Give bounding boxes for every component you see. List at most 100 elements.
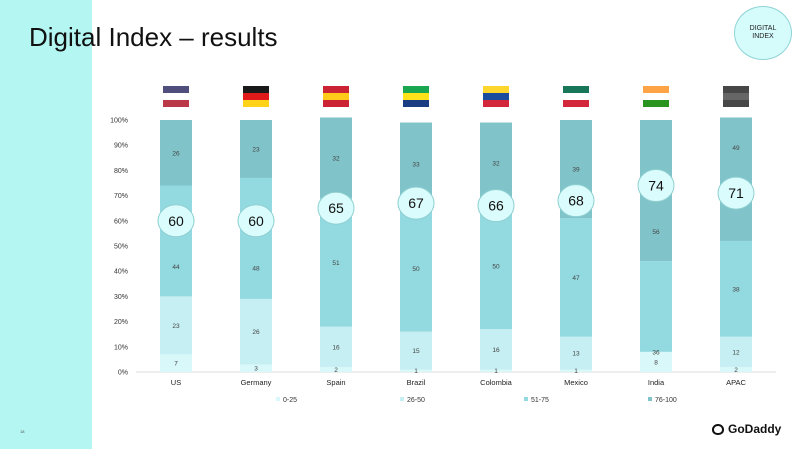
legend-swatch	[276, 397, 280, 401]
index-score-label: 67	[408, 195, 424, 211]
data-label: 50	[492, 264, 500, 271]
flag-map-icon-brazil	[403, 100, 429, 107]
x-category-label: US	[171, 378, 181, 387]
data-label: 32	[492, 160, 500, 167]
flag-map-icon-us	[163, 86, 189, 93]
index-score-label: 71	[728, 185, 744, 201]
flag-map-icon-mexico	[563, 86, 589, 93]
bar-segment-76-100	[320, 117, 352, 199]
data-label: 33	[412, 162, 420, 169]
flag-map-icon-mexico	[563, 93, 589, 100]
godaddy-logo: GoDaddy	[712, 422, 781, 436]
index-score-bubble	[637, 169, 675, 203]
legend-swatch	[648, 397, 652, 401]
data-label: 50	[412, 266, 420, 273]
x-category-label: Germany	[241, 378, 272, 387]
bar-segment-0-25	[160, 354, 192, 372]
data-label: 7	[174, 361, 178, 368]
legend-label: 76-100	[655, 397, 677, 404]
index-score-bubble	[557, 184, 595, 218]
index-score-label: 65	[328, 200, 344, 216]
bar-segment-26-50	[160, 296, 192, 355]
data-label: 26	[172, 150, 180, 157]
y-tick-label: 20%	[114, 319, 128, 326]
legend-label: 51-75	[531, 397, 549, 404]
y-tick-label: 10%	[114, 344, 128, 351]
y-tick-label: 90%	[114, 143, 128, 150]
bar-segment-26-50	[320, 326, 352, 367]
data-label: 2	[334, 367, 338, 374]
index-score-bubble	[397, 186, 435, 220]
data-label: 1	[414, 368, 418, 375]
index-score-label: 60	[248, 213, 264, 229]
data-label: 49	[732, 145, 740, 152]
badge-label: DIGITAL INDEX	[749, 25, 777, 40]
y-tick-label: 40%	[114, 269, 128, 276]
legend-label: 0-25	[283, 397, 297, 404]
y-tick-label: 30%	[114, 294, 128, 301]
flag-map-icon-india	[643, 93, 669, 100]
data-label: 36	[652, 349, 660, 356]
x-category-label: Colombia	[480, 378, 513, 387]
index-score-bubble	[477, 189, 515, 223]
data-label: 2	[734, 367, 738, 374]
flag-map-icon-brazil	[403, 93, 429, 100]
bar-segment-26-50	[720, 336, 752, 367]
flag-map-icon-mexico	[563, 100, 589, 107]
index-score-label: 68	[568, 193, 584, 209]
data-label: 3	[254, 366, 258, 373]
data-label: 47	[572, 275, 580, 282]
flag-map-icon-apac	[723, 93, 749, 100]
x-category-label: Brazil	[407, 378, 426, 387]
data-label: 26	[252, 329, 260, 336]
bar-segment-0-25	[320, 366, 352, 372]
index-score-label: 60	[168, 213, 184, 229]
bar-segment-26-50	[480, 329, 512, 370]
x-category-label: Mexico	[564, 378, 588, 387]
bar-segment-0-25	[480, 369, 512, 372]
y-tick-label: 70%	[114, 193, 128, 200]
data-label: 56	[652, 229, 660, 236]
index-score-bubble	[317, 191, 355, 225]
bar-segment-76-100	[240, 120, 272, 178]
legend-swatch	[400, 397, 404, 401]
flag-map-icon-us	[163, 93, 189, 100]
bar-segment-26-50	[560, 336, 592, 370]
data-label: 39	[572, 167, 580, 174]
index-score-bubble	[157, 204, 195, 238]
flag-map-icon-india	[643, 100, 669, 107]
data-label: 23	[252, 146, 260, 153]
data-label: 16	[492, 347, 500, 354]
flag-map-icon-india	[643, 86, 669, 93]
bar-segment-51-75	[160, 185, 192, 297]
index-score-bubble	[717, 176, 755, 210]
flag-map-icon-apac	[723, 100, 749, 107]
bar-segment-0-25	[240, 364, 272, 372]
data-label: 15	[412, 348, 420, 355]
bar-segment-51-75	[480, 203, 512, 330]
digital-index-badge: DIGITAL INDEX	[734, 6, 792, 60]
y-tick-label: 50%	[114, 244, 128, 251]
y-tick-label: 60%	[114, 218, 128, 225]
flag-map-icon-us	[163, 100, 189, 107]
bar-segment-51-75	[400, 205, 432, 332]
bar-segment-51-75	[560, 218, 592, 337]
data-label: 51	[332, 260, 340, 267]
page-title: Digital Index – results	[29, 22, 278, 52]
data-label: 1	[574, 368, 578, 375]
flag-map-icon-apac	[723, 86, 749, 93]
bar-segment-51-75	[720, 240, 752, 337]
legend-label: 26-50	[407, 397, 425, 404]
index-score-label: 74	[648, 178, 664, 194]
x-category-label: India	[648, 378, 665, 387]
flag-map-icon-colombia	[483, 93, 509, 100]
bar-segment-0-25	[400, 369, 432, 372]
bar-segment-76-100	[160, 120, 192, 186]
data-label: 16	[332, 344, 340, 351]
bar-segment-51-75	[240, 177, 272, 299]
x-category-label: Spain	[326, 378, 345, 387]
godaddy-logo-icon	[712, 423, 724, 435]
y-tick-label: 100%	[110, 118, 128, 125]
y-tick-label: 0%	[118, 370, 128, 377]
data-label: 8	[654, 359, 658, 366]
